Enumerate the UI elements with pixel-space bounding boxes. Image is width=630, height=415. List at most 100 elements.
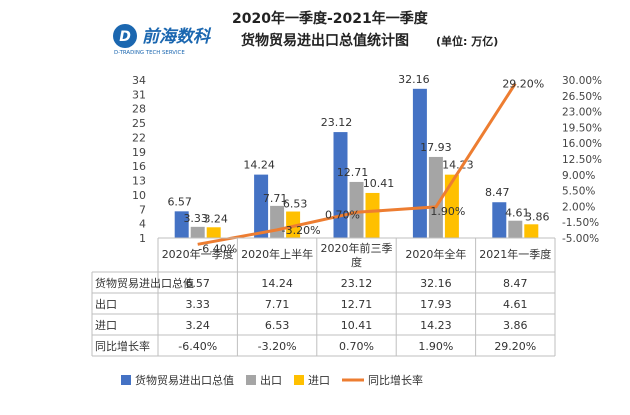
chart-title-line2: 货物贸易进出口总值统计图 [241, 33, 409, 49]
table-cell: 7.71 [265, 298, 290, 311]
y-right-tick-label: -5.00% [562, 233, 599, 245]
table-cell: -3.20% [258, 340, 297, 353]
table-cell: 17.93 [420, 298, 452, 311]
line-data-label: -6.40% [198, 242, 237, 255]
bar-data-label: 17.93 [420, 141, 452, 154]
table-cell: 3.33 [185, 298, 210, 311]
y-right-tick-label: -1.50% [562, 217, 599, 229]
legend-label: 货物贸易进出口总值 [135, 373, 234, 387]
table-row-label: 进口 [95, 319, 117, 332]
bar-data-label: 14.23 [442, 159, 474, 172]
chart-unit: (单位: 万亿) [436, 35, 499, 48]
table-cell: 6.53 [265, 319, 290, 332]
bar [412, 88, 427, 239]
bar-data-label: 4.61 [505, 207, 530, 220]
bar [365, 192, 380, 238]
table-cell: 14.23 [420, 319, 452, 332]
legend-swatch [294, 375, 304, 385]
table-cell: 1.90% [418, 340, 453, 353]
table-row-label: 出口 [95, 297, 117, 311]
bar [349, 181, 364, 238]
bar [492, 202, 507, 238]
line-data-label: 29.20% [502, 78, 544, 91]
bar [444, 174, 459, 238]
x-category-label: 2020年全年 [405, 247, 466, 261]
y-left-tick-label: 31 [132, 88, 146, 101]
bar [508, 220, 523, 238]
line-data-label: 1.90% [430, 205, 465, 218]
x-category-label: 2021年一季度 [479, 247, 551, 261]
logo: D 前海数科 D-TRADING TECH SERVICE [112, 22, 222, 56]
y-right-tick-label: 19.50% [562, 122, 602, 134]
table-row-label: 同比增长率 [95, 339, 150, 353]
y-left-tick-label: 7 [139, 203, 146, 216]
x-category-label: 2020年一季度 [162, 247, 234, 261]
y-left-tick-label: 10 [132, 189, 146, 202]
legend-swatch [246, 375, 256, 385]
table-cell: 10.41 [341, 319, 373, 332]
legend-swatch [121, 375, 131, 385]
bar-data-label: 32.16 [398, 73, 430, 86]
logo-mark: D 前海数科 D-TRADING TECH SERVICE [113, 24, 212, 56]
table-cell: 0.70% [339, 340, 374, 353]
y-left-tick-label: 13 [132, 175, 146, 188]
table-row-label: 货物贸易进出口总值 [95, 276, 194, 290]
bar-data-label: 6.53 [283, 198, 308, 211]
y-right-tick-label: 30.00% [562, 75, 602, 87]
bar-data-label: 3.86 [525, 210, 550, 223]
y-right-tick-label: 16.00% [562, 138, 602, 150]
y-left-tick-label: 19 [132, 146, 146, 159]
legend-label: 出口 [260, 373, 282, 387]
bar-data-label: 8.47 [485, 186, 510, 199]
bar-data-label: 3.33 [183, 212, 208, 225]
table-cell: 14.24 [261, 277, 293, 290]
y-right-tick-label: 23.00% [562, 107, 602, 119]
logo-circle-icon [113, 24, 137, 48]
table-cell: 12.71 [341, 298, 373, 311]
table-cell: 29.20% [494, 340, 536, 353]
y-left-tick-label: 34 [132, 74, 146, 87]
legend-label: 同比增长率 [368, 373, 423, 387]
bar-data-label: 3.24 [203, 212, 228, 225]
y-right-tick-label: 2.00% [562, 201, 595, 213]
bar-data-label: 10.41 [363, 177, 395, 190]
y-right-tick-label: 5.50% [562, 186, 595, 198]
bar [190, 226, 205, 238]
bar-data-label: 7.71 [263, 192, 288, 205]
bar-data-label: 23.12 [321, 116, 353, 129]
bar [174, 211, 189, 238]
line-data-label: 0.70% [325, 208, 360, 221]
bar [524, 224, 539, 238]
y-left-tick-label: 4 [139, 218, 146, 231]
y-right-tick-label: 26.50% [562, 91, 602, 103]
x-category-label: 2020年上半年 [241, 247, 313, 261]
logo-letter: D [119, 29, 131, 45]
line-data-label: -3.20% [282, 224, 321, 237]
table-cell: 6.57 [185, 277, 210, 290]
x-category-label: 度 [351, 255, 362, 269]
table-cell: 8.47 [503, 277, 528, 290]
y-left-tick-label: 1 [139, 232, 146, 245]
table-cell: 32.16 [420, 277, 452, 290]
legend-label: 进口 [308, 374, 330, 387]
table-cell: 23.12 [341, 277, 373, 290]
table-cell: 4.61 [503, 298, 528, 311]
bar [206, 227, 221, 238]
bar-data-label: 14.24 [243, 159, 275, 172]
bar [286, 211, 301, 238]
table-cell: 3.86 [503, 319, 528, 332]
series-line-growth-rate [197, 82, 517, 246]
bar-data-label: 6.57 [167, 195, 192, 208]
logo-name-en: D-TRADING TECH SERVICE [114, 50, 185, 56]
y-right-tick-label: 9.00% [562, 170, 595, 182]
bar [428, 156, 443, 238]
y-left-tick-label: 22 [132, 131, 146, 144]
bar [254, 174, 269, 238]
logo-name-cn: 前海数科 [142, 27, 212, 47]
y-right-tick-label: 12.50% [562, 154, 602, 166]
y-left-tick-label: 25 [132, 117, 146, 130]
bar-data-label: 12.71 [337, 166, 369, 179]
table-cell: 3.24 [185, 319, 210, 332]
